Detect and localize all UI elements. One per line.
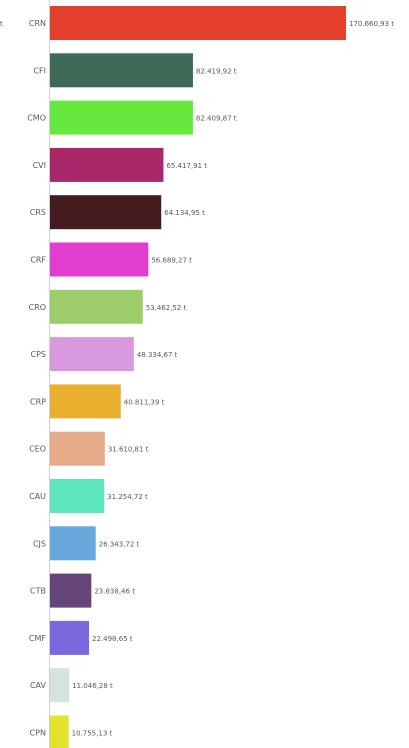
bar-row: CFI 82.419,92 t [33, 53, 237, 88]
bar-row: CRF 56.689,27 t [30, 242, 192, 277]
value-label: 22.498,65 t [92, 635, 133, 643]
value-label: 56.689,27 t [151, 257, 192, 265]
axis-unit-label: t [0, 20, 3, 28]
bar[interactable] [50, 100, 193, 135]
bar[interactable] [50, 289, 143, 324]
category-label: CRN [29, 19, 46, 28]
bar-row: CJS 26.343,72 t [33, 526, 140, 561]
category-label: CTB [30, 587, 46, 596]
bar[interactable] [50, 668, 70, 703]
value-label: 26.343,72 t [99, 540, 140, 548]
bar[interactable] [50, 620, 90, 655]
category-label: CVI [33, 161, 46, 170]
bar-row: CRS 64.134,95 t [30, 195, 205, 230]
value-label: 170.660,93 t [349, 20, 394, 28]
bar-row: CRO 53.462,52 t [29, 289, 187, 324]
bar[interactable] [50, 479, 105, 513]
bar[interactable] [50, 715, 69, 748]
value-label: 65.417,91 t [166, 162, 207, 170]
bar[interactable] [50, 147, 164, 182]
bar-row: CRP 40.811,39 t [30, 384, 165, 419]
bar-row: CPN 10.755,13 t [30, 715, 113, 748]
category-label: CMF [29, 634, 46, 643]
bar-row: CMF 22.498,65 t [29, 620, 133, 655]
category-label: CEO [29, 445, 46, 454]
bar-row: CEO 31.610,81 t [29, 431, 149, 466]
category-label: CAU [29, 492, 46, 501]
bar-row: CAV 11.046,28 t [30, 668, 113, 703]
bar[interactable] [50, 384, 121, 419]
category-label: CJS [33, 539, 46, 548]
bar-row: CMO 82.409,87 t [27, 100, 237, 135]
bar[interactable] [50, 526, 96, 561]
bar-row: CTB 23.838,46 t [30, 573, 135, 608]
category-label: CFI [33, 66, 46, 75]
bar-row: CAU 31.254,72 t [29, 479, 148, 513]
bar[interactable] [50, 573, 92, 608]
bar[interactable] [50, 242, 149, 277]
bar-row: CVI 65.417,91 t [33, 147, 207, 182]
value-label: 82.409,87 t [196, 115, 237, 123]
category-label: CRP [30, 397, 46, 406]
value-label: 31.610,81 t [108, 446, 149, 454]
category-label: CAV [30, 681, 47, 690]
value-label: 48.334,67 t [137, 351, 178, 359]
value-label: 11.046,28 t [72, 682, 113, 690]
bar[interactable] [50, 53, 193, 88]
bar[interactable] [50, 431, 105, 466]
bar-row: CPS 48.334,67 t [31, 337, 178, 372]
value-label: 23.838,46 t [94, 588, 135, 596]
category-label: CRF [30, 256, 46, 265]
bars-group: CRN 170.660,93 t CFI 82.419,92 t CMO 82.409,8… [27, 6, 394, 748]
value-label: 31.254,72 t [107, 493, 148, 501]
category-label: CRS [30, 208, 46, 217]
value-label: 40.811,39 t [124, 398, 165, 406]
value-label: 10.755,13 t [72, 730, 113, 738]
value-label: 53.462,52 t [146, 304, 187, 312]
value-label: 64.134,95 t [164, 209, 205, 217]
bar-row: CRN 170.660,93 t [29, 6, 394, 40]
bar[interactable] [50, 337, 134, 372]
category-label: CRO [29, 303, 46, 312]
category-label: CPS [31, 350, 47, 359]
category-label: CPN [30, 729, 46, 738]
value-label: 82.419,92 t [196, 67, 237, 75]
bar[interactable] [50, 195, 162, 230]
bar[interactable] [50, 6, 346, 40]
category-label: CMO [27, 114, 46, 123]
